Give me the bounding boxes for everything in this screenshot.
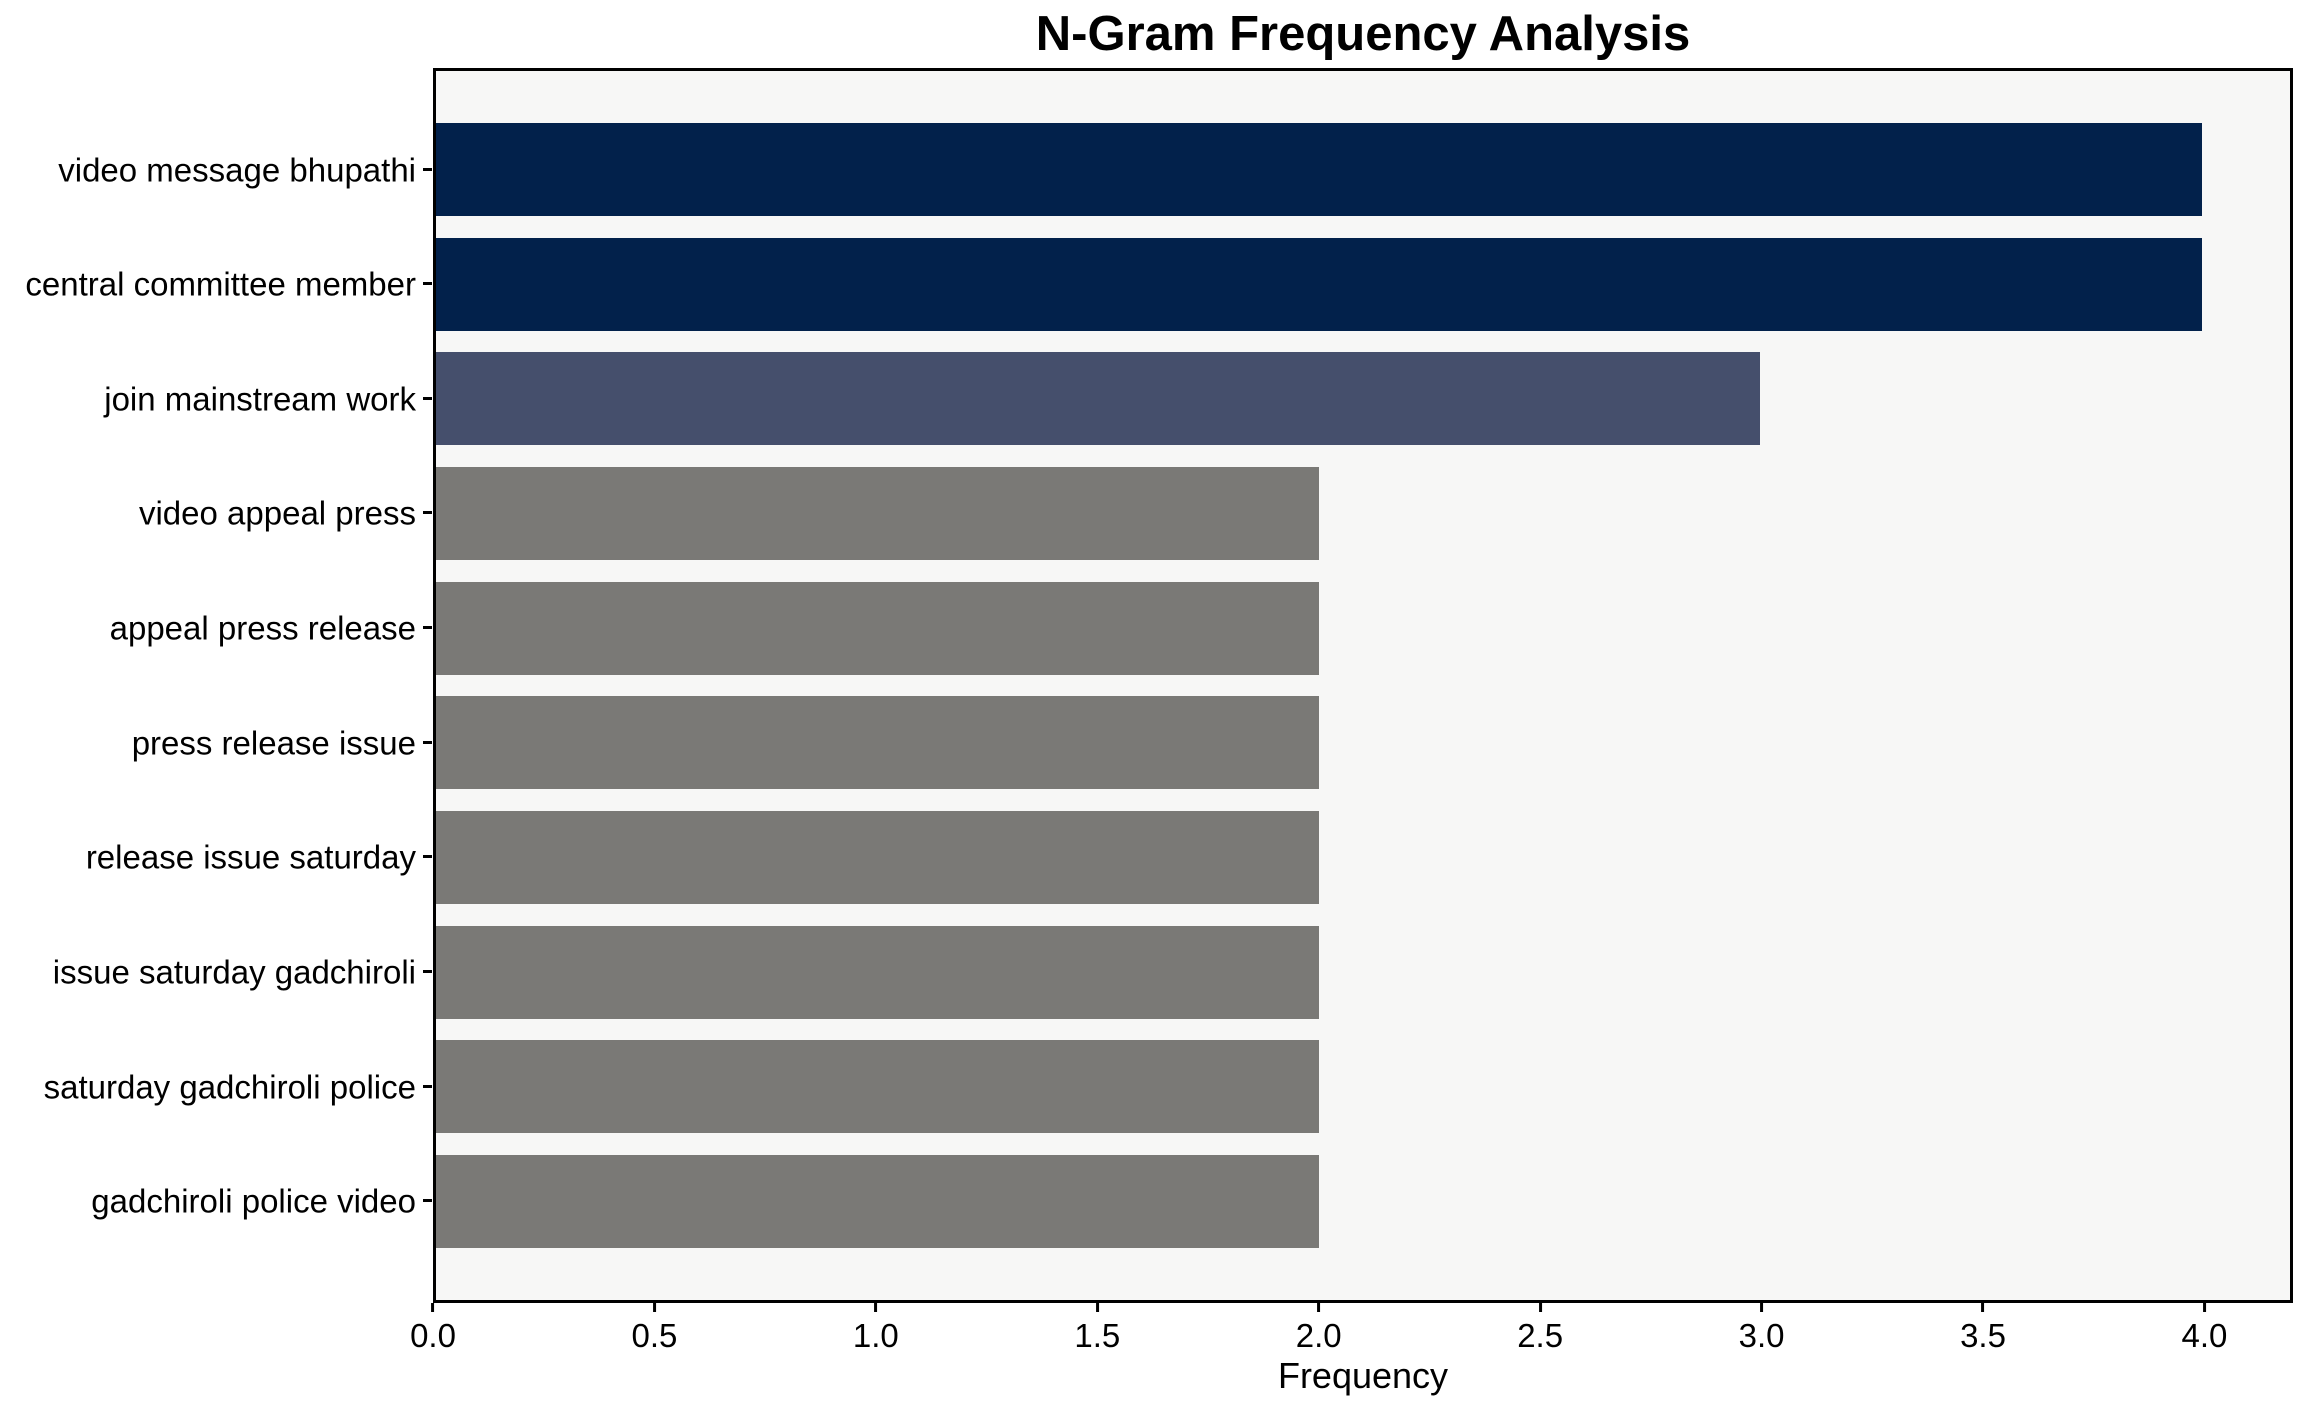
x-tick-mark xyxy=(652,1303,656,1312)
x-tick-label: 1.0 xyxy=(852,1317,899,1354)
plot-area: video message bhupathi central committee … xyxy=(25,68,2293,1303)
bar xyxy=(436,581,1319,675)
bar xyxy=(436,810,1319,904)
x-axis: 0.0 0.5 1.0 1.5 2.0 2.5 3.0 3.5 4.0 xyxy=(410,1303,2293,1363)
bar-row: join mainstream work xyxy=(104,352,2290,446)
x-tick-mark xyxy=(2202,1303,2206,1312)
bar xyxy=(436,696,1319,790)
y-tick-mark xyxy=(423,282,432,286)
x-tick-label: 3.0 xyxy=(1738,1317,1785,1354)
y-tick-mark xyxy=(423,855,432,859)
x-tick: 2.5 xyxy=(1517,1303,1563,1352)
y-tick-mark xyxy=(423,740,432,744)
bar-row: video appeal press xyxy=(139,466,2290,560)
x-tick-label: 2.5 xyxy=(1517,1317,1564,1354)
x-tick-label: 1.5 xyxy=(1074,1317,1121,1354)
chart-title: N-Gram Frequency Analysis xyxy=(1035,7,1691,61)
x-tick-mark xyxy=(1981,1303,1985,1312)
x-tick-label: 0.0 xyxy=(410,1317,456,1354)
bar xyxy=(436,1154,1319,1248)
y-tick-mark xyxy=(423,167,432,171)
x-tick-label: 4.0 xyxy=(2181,1317,2228,1354)
y-axis-category-label: join mainstream work xyxy=(104,380,416,418)
bar xyxy=(436,123,2202,216)
y-axis-category-label: release issue saturday xyxy=(85,838,416,876)
y-tick-mark xyxy=(423,511,432,515)
bar-row: central committee member xyxy=(25,237,2290,331)
x-tick-mark xyxy=(874,1303,878,1312)
bar xyxy=(436,352,1761,446)
x-tick: 2.0 xyxy=(1296,1303,1342,1352)
x-tick: 1.0 xyxy=(853,1303,899,1352)
bar-row: issue saturday gadchiroli xyxy=(53,925,2290,1019)
y-tick-mark xyxy=(423,1199,432,1203)
y-axis-category-label: issue saturday gadchiroli xyxy=(52,953,416,991)
y-tick-mark xyxy=(423,1084,432,1088)
x-tick-mark xyxy=(1760,1303,1764,1312)
bar xyxy=(436,237,2202,331)
bar-row: gadchiroli police video xyxy=(91,1154,2290,1248)
x-tick-label: 3.5 xyxy=(1960,1317,2006,1354)
x-tick-mark xyxy=(1095,1303,1099,1312)
x-tick-label: 0.5 xyxy=(631,1317,678,1354)
x-tick-label: 2.0 xyxy=(1295,1317,1342,1354)
x-tick: 0.0 xyxy=(410,1303,456,1352)
x-tick: 1.5 xyxy=(1074,1303,1120,1352)
bar-row: release issue saturday xyxy=(86,810,2290,904)
bar-row: saturday gadchiroli police xyxy=(44,1040,2290,1134)
y-tick-mark xyxy=(423,626,432,630)
bar xyxy=(436,925,1319,1019)
y-axis-category-label: central committee member xyxy=(25,265,416,303)
y-axis-category-label: appeal press release xyxy=(109,609,416,647)
y-axis-category-label: video message bhupathi xyxy=(58,151,416,188)
bar-row: appeal press release xyxy=(110,581,2290,675)
bar-row: video message bhupathi xyxy=(58,123,2290,216)
y-tick-mark xyxy=(423,396,432,400)
x-tick-mark xyxy=(1538,1303,1542,1312)
x-tick: 3.0 xyxy=(1739,1303,1785,1352)
bars-container: video message bhupathi central committee … xyxy=(25,71,2290,1300)
y-axis-category-label: video appeal press xyxy=(138,494,416,532)
x-axis-label: Frequency xyxy=(1277,1355,1449,1396)
y-axis-category-label: gadchiroli police video xyxy=(91,1182,416,1220)
y-axis-category-label: saturday gadchiroli police xyxy=(43,1068,416,1106)
x-tick-mark xyxy=(431,1303,435,1312)
x-tick: 0.5 xyxy=(631,1303,677,1352)
bar xyxy=(436,466,1319,560)
x-tick: 3.5 xyxy=(1960,1303,2006,1352)
x-tick: 4.0 xyxy=(2181,1303,2227,1352)
bar-row: press release issue xyxy=(132,696,2290,790)
y-tick-mark xyxy=(423,970,432,974)
bar xyxy=(436,1040,1319,1134)
x-tick-mark xyxy=(1317,1303,1321,1312)
y-axis-category-label: press release issue xyxy=(131,724,416,762)
